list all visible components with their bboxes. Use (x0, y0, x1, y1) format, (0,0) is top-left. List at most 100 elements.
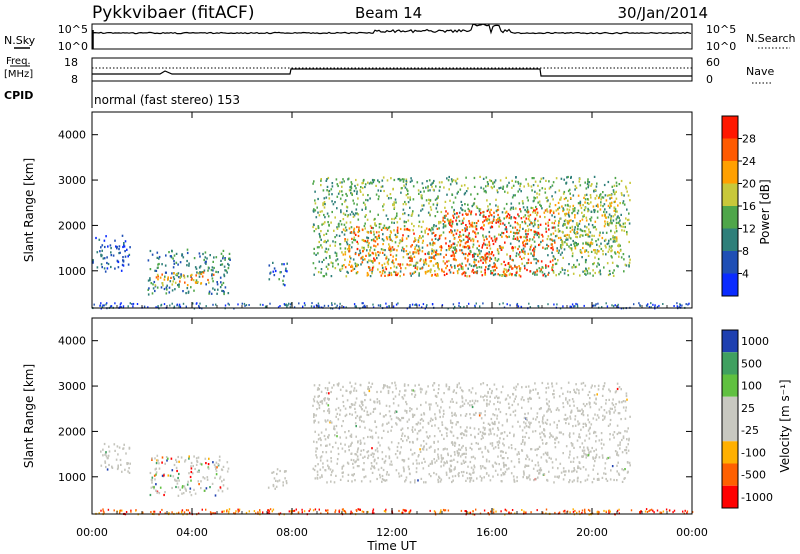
velocity-cell (402, 466, 405, 469)
power-cell (610, 219, 612, 222)
velocity-cell (425, 390, 428, 393)
velocity-cell (415, 423, 418, 426)
velocity-cell (317, 433, 320, 436)
velocity-cell (571, 443, 574, 446)
power-cell (476, 192, 479, 196)
power-cell (612, 271, 614, 274)
power-cell (129, 302, 131, 305)
power-cell (552, 259, 554, 262)
power-cell (389, 253, 392, 256)
velocity-cell (370, 429, 373, 432)
velocity-cell (522, 435, 524, 438)
velocity-cell (319, 400, 322, 403)
power-cell (491, 266, 494, 269)
power-cell (572, 207, 574, 211)
velocity-cell (153, 474, 156, 477)
power-cell (339, 302, 341, 305)
power-cell (174, 288, 176, 291)
velocity-cell (489, 479, 492, 482)
power-cell (369, 224, 372, 228)
velocity-cell (411, 389, 413, 392)
velocity-cell (98, 512, 100, 515)
velocity-cell (382, 468, 385, 472)
power-cell (191, 273, 193, 276)
velocity-cell (102, 448, 104, 451)
power-cell (438, 181, 441, 184)
velocity-cell (660, 511, 663, 514)
velocity-cell (455, 423, 457, 426)
velocity-cell (609, 418, 612, 422)
power-cell (461, 273, 463, 276)
velocity-cell (604, 462, 607, 465)
velocity-cell (360, 406, 362, 409)
velocity-cell (553, 481, 555, 484)
power-cell (327, 229, 329, 232)
power-cell (327, 263, 330, 266)
power-cell (455, 250, 458, 253)
velocity-cell (472, 510, 474, 513)
velocity-cell (100, 464, 103, 467)
velocity-cell (388, 473, 390, 476)
power-cell (424, 231, 426, 234)
power-cell (537, 225, 540, 228)
power-cell (600, 204, 602, 207)
power-cell (227, 302, 229, 305)
velocity-cell (460, 414, 462, 417)
power-cell (444, 262, 446, 265)
velocity-cell (584, 404, 586, 408)
power-cell (450, 229, 452, 232)
velocity-cell (358, 416, 361, 419)
power-cell (369, 249, 371, 252)
power-cell (572, 239, 574, 243)
power-cell (413, 240, 415, 243)
velocity-cell (103, 511, 105, 514)
power-cell (531, 189, 533, 192)
power-cell (552, 211, 555, 215)
velocity-cell (179, 488, 181, 491)
velocity-cell (474, 457, 476, 460)
power-cell (343, 223, 346, 226)
power-cell (493, 181, 496, 184)
velocity-cell (361, 408, 363, 411)
velocity-cell (387, 391, 390, 395)
velocity-cell (562, 392, 564, 395)
velocity-cell (524, 412, 526, 416)
power-cell (355, 265, 357, 268)
power-cell (514, 194, 516, 197)
power-cell (470, 264, 473, 267)
power-cell (511, 247, 513, 250)
velocity-cell (579, 481, 582, 484)
power-cell (550, 209, 553, 212)
power-cell (580, 229, 583, 232)
power-cell (100, 263, 103, 266)
velocity-cell (394, 453, 397, 456)
power-cell (594, 249, 596, 252)
power-cell (561, 205, 563, 208)
power-cell (127, 263, 130, 266)
power-cell (511, 258, 514, 261)
power-cell (623, 203, 626, 206)
power-cell (455, 179, 457, 182)
power-cell (432, 225, 435, 228)
power-cell (151, 292, 154, 295)
power-cell (98, 238, 101, 241)
velocity-cell (614, 391, 617, 394)
velocity-cell (352, 474, 354, 477)
power-cell (409, 196, 411, 199)
power-cell (414, 251, 416, 254)
power-cell (527, 252, 530, 255)
velocity-cell (562, 478, 565, 481)
velocity-cell (190, 470, 193, 474)
power-cell (436, 204, 438, 207)
velocity-cell (371, 512, 374, 515)
power-cell (527, 211, 529, 214)
velocity-cell (409, 481, 412, 484)
power-cell (363, 239, 365, 242)
velocity-cell (402, 511, 404, 514)
velocity-cell (454, 453, 456, 456)
power-cell (464, 209, 466, 212)
power-cell (551, 246, 554, 249)
power-cell (403, 212, 406, 215)
power-cell (560, 177, 563, 180)
power-cell (326, 189, 328, 192)
